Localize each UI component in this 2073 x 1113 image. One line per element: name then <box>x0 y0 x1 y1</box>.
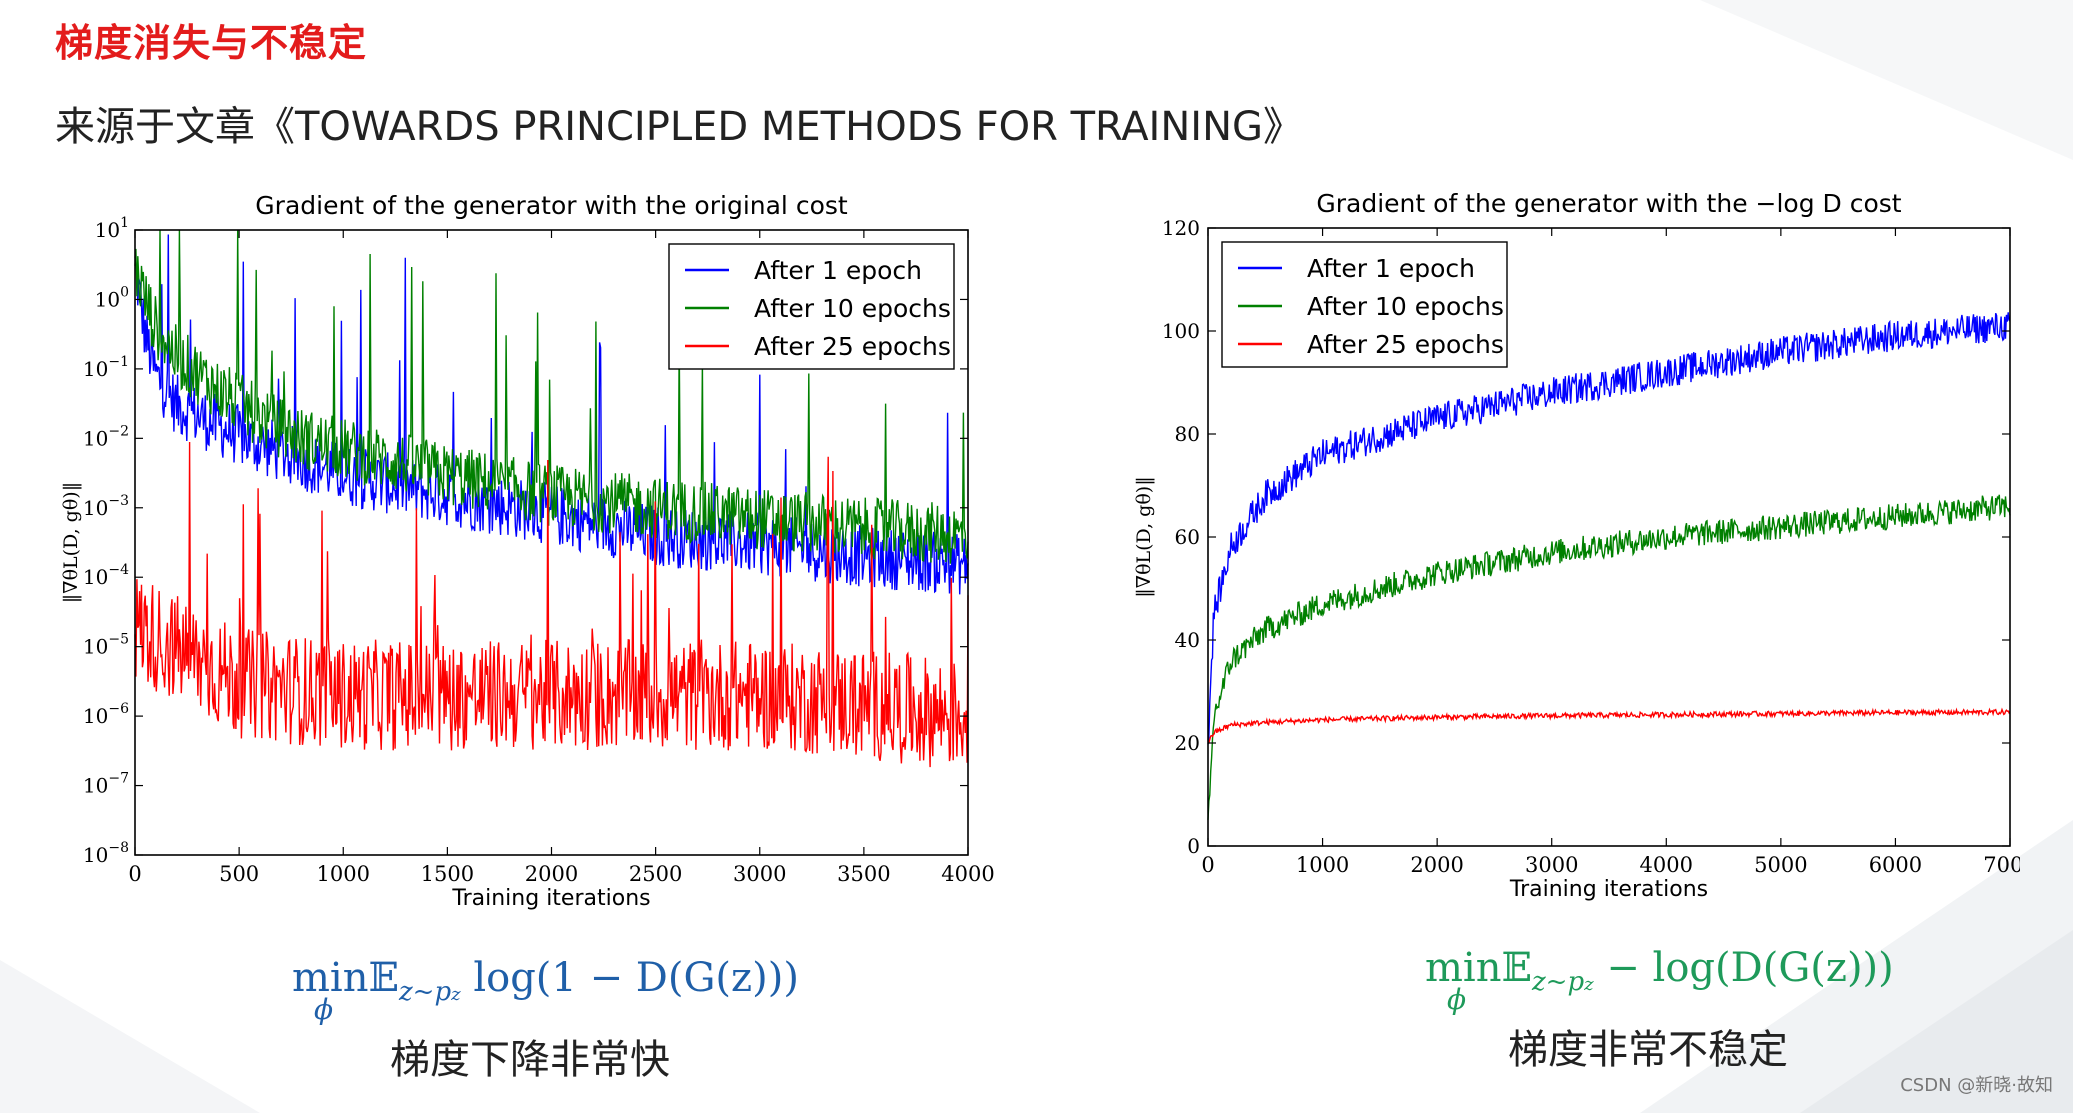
y-tick-label: 20 <box>1175 731 1200 755</box>
caption-fast-decay: 梯度下降非常快 <box>390 1037 670 1083</box>
slide-title: 梯度消失与不稳定 <box>55 21 368 65</box>
formula-min-operator: min ϕ <box>1425 945 1502 1016</box>
x-tick-label: 7000 <box>1983 853 2020 877</box>
y-tick-label: 80 <box>1175 422 1200 446</box>
x-tick-label: 5000 <box>1754 853 1807 877</box>
x-tick-label: 2500 <box>629 862 682 886</box>
y-tick-label: 100 <box>95 284 129 311</box>
legend-label-1: After 1 epoch <box>1307 254 1475 283</box>
x-tick-label: 1000 <box>317 862 370 886</box>
legend-label-3: After 25 epochs <box>1307 330 1504 359</box>
series-line-1 <box>1207 312 2011 745</box>
y-tick-label: 10−2 <box>83 423 129 450</box>
caption-unstable: 梯度非常不稳定 <box>1508 1027 1788 1073</box>
y-tick-label: 120 <box>1162 216 1200 240</box>
x-tick-label: 4000 <box>1640 853 1693 877</box>
formula-min-operator: min ϕ <box>292 955 369 1026</box>
y-tick-label: 10−4 <box>83 562 129 589</box>
series-line-2 <box>134 229 969 564</box>
x-tick-label: 2000 <box>1410 853 1463 877</box>
y-tick-label: 0 <box>1187 834 1200 858</box>
y-tick-label: 10−5 <box>83 632 129 659</box>
x-tick-label: 1000 <box>1296 853 1349 877</box>
x-tick-label: 3000 <box>733 862 786 886</box>
x-axis-label: Training iterations <box>1509 877 1708 902</box>
x-tick-label: 4000 <box>941 862 994 886</box>
slide-subtitle: 来源于文章《TOWARDS PRINCIPLED METHODS FOR TRA… <box>55 104 1303 150</box>
legend-label-3: After 25 epochs <box>754 332 951 361</box>
legend-label-2: After 10 epochs <box>1307 292 1504 321</box>
y-axis-label: ‖∇θL(D, gθ)‖ <box>60 482 82 603</box>
chart-original-cost: Gradient of the generator with the origi… <box>60 191 995 911</box>
series-line-3 <box>134 441 969 768</box>
x-tick-label: 0 <box>1201 853 1214 877</box>
x-tick-label: 2000 <box>525 862 578 886</box>
x-axis-label: Training iterations <box>451 886 650 911</box>
y-tick-label: 40 <box>1175 628 1200 652</box>
x-tick-label: 6000 <box>1869 853 1922 877</box>
y-tick-label: 10−8 <box>83 840 129 867</box>
x-tick-label: 1500 <box>421 862 474 886</box>
y-tick-label: 60 <box>1175 525 1200 549</box>
formula-original-cost: min ϕ 𝔼z~pz log(1 − D(G(z))) <box>292 955 799 1026</box>
watermark: CSDN @新晓·故知 <box>1900 1075 2053 1096</box>
y-tick-label: 101 <box>95 215 129 242</box>
series-line-3 <box>1207 707 2011 744</box>
legend-label-2: After 10 epochs <box>754 294 951 323</box>
chart-title: Gradient of the generator with the origi… <box>255 191 848 220</box>
y-tick-label: 10−1 <box>83 354 129 381</box>
legend-label-1: After 1 epoch <box>754 256 922 285</box>
y-tick-label: 10−3 <box>83 493 129 520</box>
legend-box <box>1221 241 1508 368</box>
chart-title: Gradient of the generator with the −log … <box>1316 189 1901 218</box>
y-tick-label: 10−6 <box>83 701 129 728</box>
series-line-2 <box>1207 494 2011 820</box>
x-tick-label: 3000 <box>1525 853 1578 877</box>
y-axis-label: ‖∇θL(D, gθ)‖ <box>1133 476 1155 597</box>
formula-log-d-cost: min ϕ 𝔼z~pz − log(D(G(z))) <box>1425 945 1894 1016</box>
chart-log-d-cost: Gradient of the generator with the −log … <box>1133 189 2020 902</box>
y-tick-label: 10−7 <box>83 771 129 798</box>
y-tick-label: 100 <box>1162 319 1200 343</box>
x-tick-label: 3500 <box>837 862 890 886</box>
legend-box <box>668 243 955 370</box>
x-tick-label: 0 <box>128 862 141 886</box>
x-tick-label: 500 <box>219 862 259 886</box>
